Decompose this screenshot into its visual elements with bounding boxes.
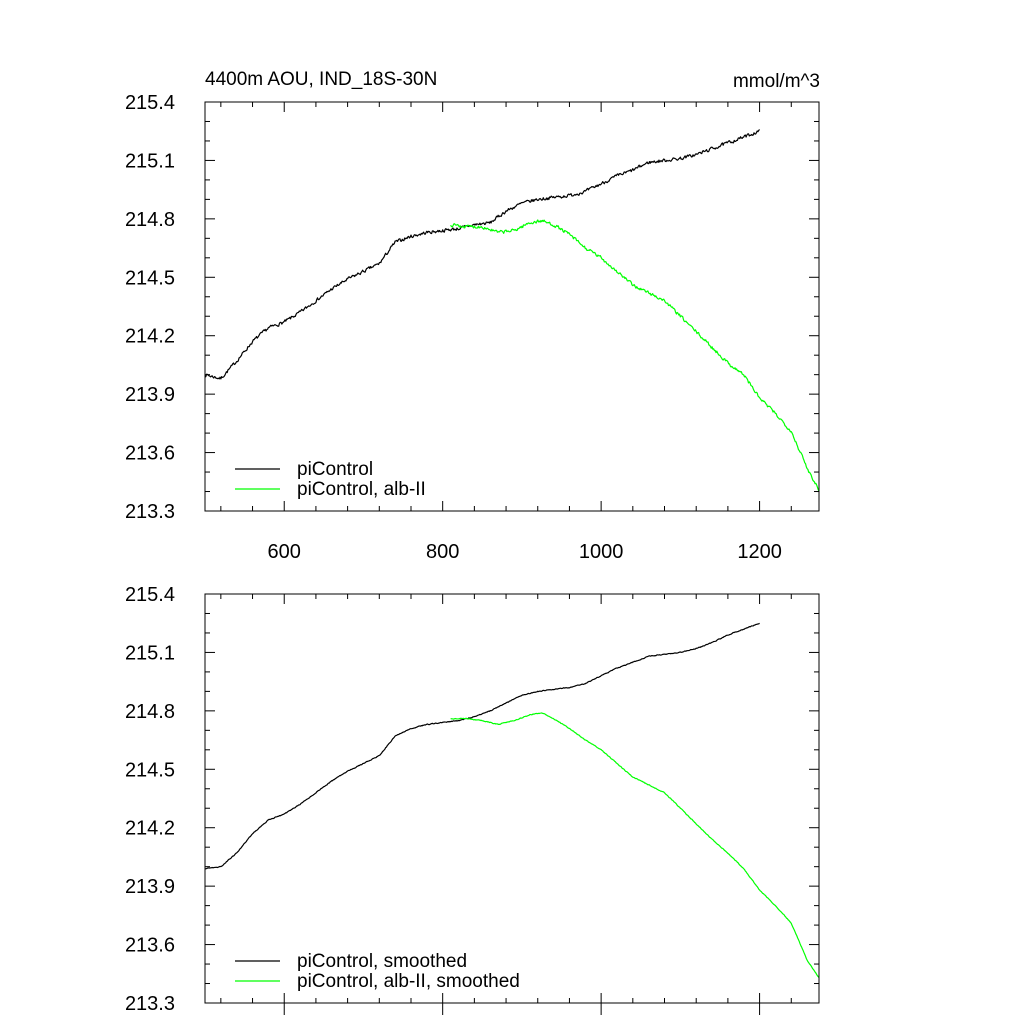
bottom-plot-lines (204, 622, 820, 978)
top-x-tick-label: 600 (268, 541, 301, 563)
top-y-tick-label: 215.4 (125, 92, 175, 114)
bottom-tick-marks (205, 593, 819, 1015)
top-chart-title: 4400m AOU, IND_18S-30N (205, 69, 437, 90)
top-y-tick-label: 213.6 (125, 443, 175, 465)
top-series-line-1 (450, 219, 820, 492)
top-plot-lines (204, 129, 820, 492)
bottom-legend-label-1: piControl, alb-II, smoothed (297, 971, 520, 992)
top-y-tick-labels: 213.3 213.6 213.9 214.2 214.5 214.8 215.1 215.4 (125, 92, 175, 523)
bottom-series-line-0 (204, 622, 760, 870)
bottom-panel: 213.3 213.6 213.9 214.2 214.5 214.8 215.1 215.4… (125, 584, 820, 1015)
bottom-y-tick-label: 213.9 (125, 876, 175, 898)
top-plot-frame (204, 101, 820, 512)
bottom-y-tick-label: 215.4 (125, 584, 175, 606)
bottom-y-tick-label: 213.6 (125, 935, 175, 957)
top-y-tick-label: 214.2 (125, 326, 175, 348)
top-tick-marks (205, 101, 819, 512)
bottom-legend-label-0: piControl, smoothed (297, 951, 467, 972)
bottom-plot-frame (204, 593, 820, 1004)
top-x-tick-label: 800 (426, 541, 459, 563)
top-y-tick-label: 213.3 (125, 501, 175, 523)
top-legend-label-0: piControl (297, 459, 373, 480)
top-legend-label-1: piControl, alb-II (297, 479, 426, 500)
top-y-tick-label: 215.1 (125, 150, 175, 172)
bottom-y-tick-label: 214.2 (125, 818, 175, 840)
top-series-line-0 (204, 129, 761, 380)
top-chart-units: mmol/m^3 (733, 71, 820, 92)
top-y-tick-label: 213.9 (125, 384, 175, 406)
bottom-y-tick-label: 214.8 (125, 701, 175, 723)
top-x-tick-labels: 600 800 1000 1200 (268, 541, 782, 563)
bottom-y-tick-label: 213.3 (125, 993, 175, 1015)
top-x-tick-label: 1000 (579, 541, 624, 563)
top-x-tick-label: 1200 (737, 541, 782, 563)
bottom-y-tick-label: 214.5 (125, 759, 175, 781)
bottom-y-tick-labels: 213.3 213.6 213.9 214.2 214.5 214.8 215.1 215.4 (125, 584, 175, 1015)
bottom-series-line-1 (450, 712, 820, 978)
top-panel: 213.3 213.6 213.9 214.2 214.5 214.8 215.1 215.4… (125, 92, 820, 563)
top-y-tick-label: 214.5 (125, 267, 175, 289)
bottom-y-tick-label: 215.1 (125, 642, 175, 664)
top-y-tick-label: 214.8 (125, 209, 175, 231)
